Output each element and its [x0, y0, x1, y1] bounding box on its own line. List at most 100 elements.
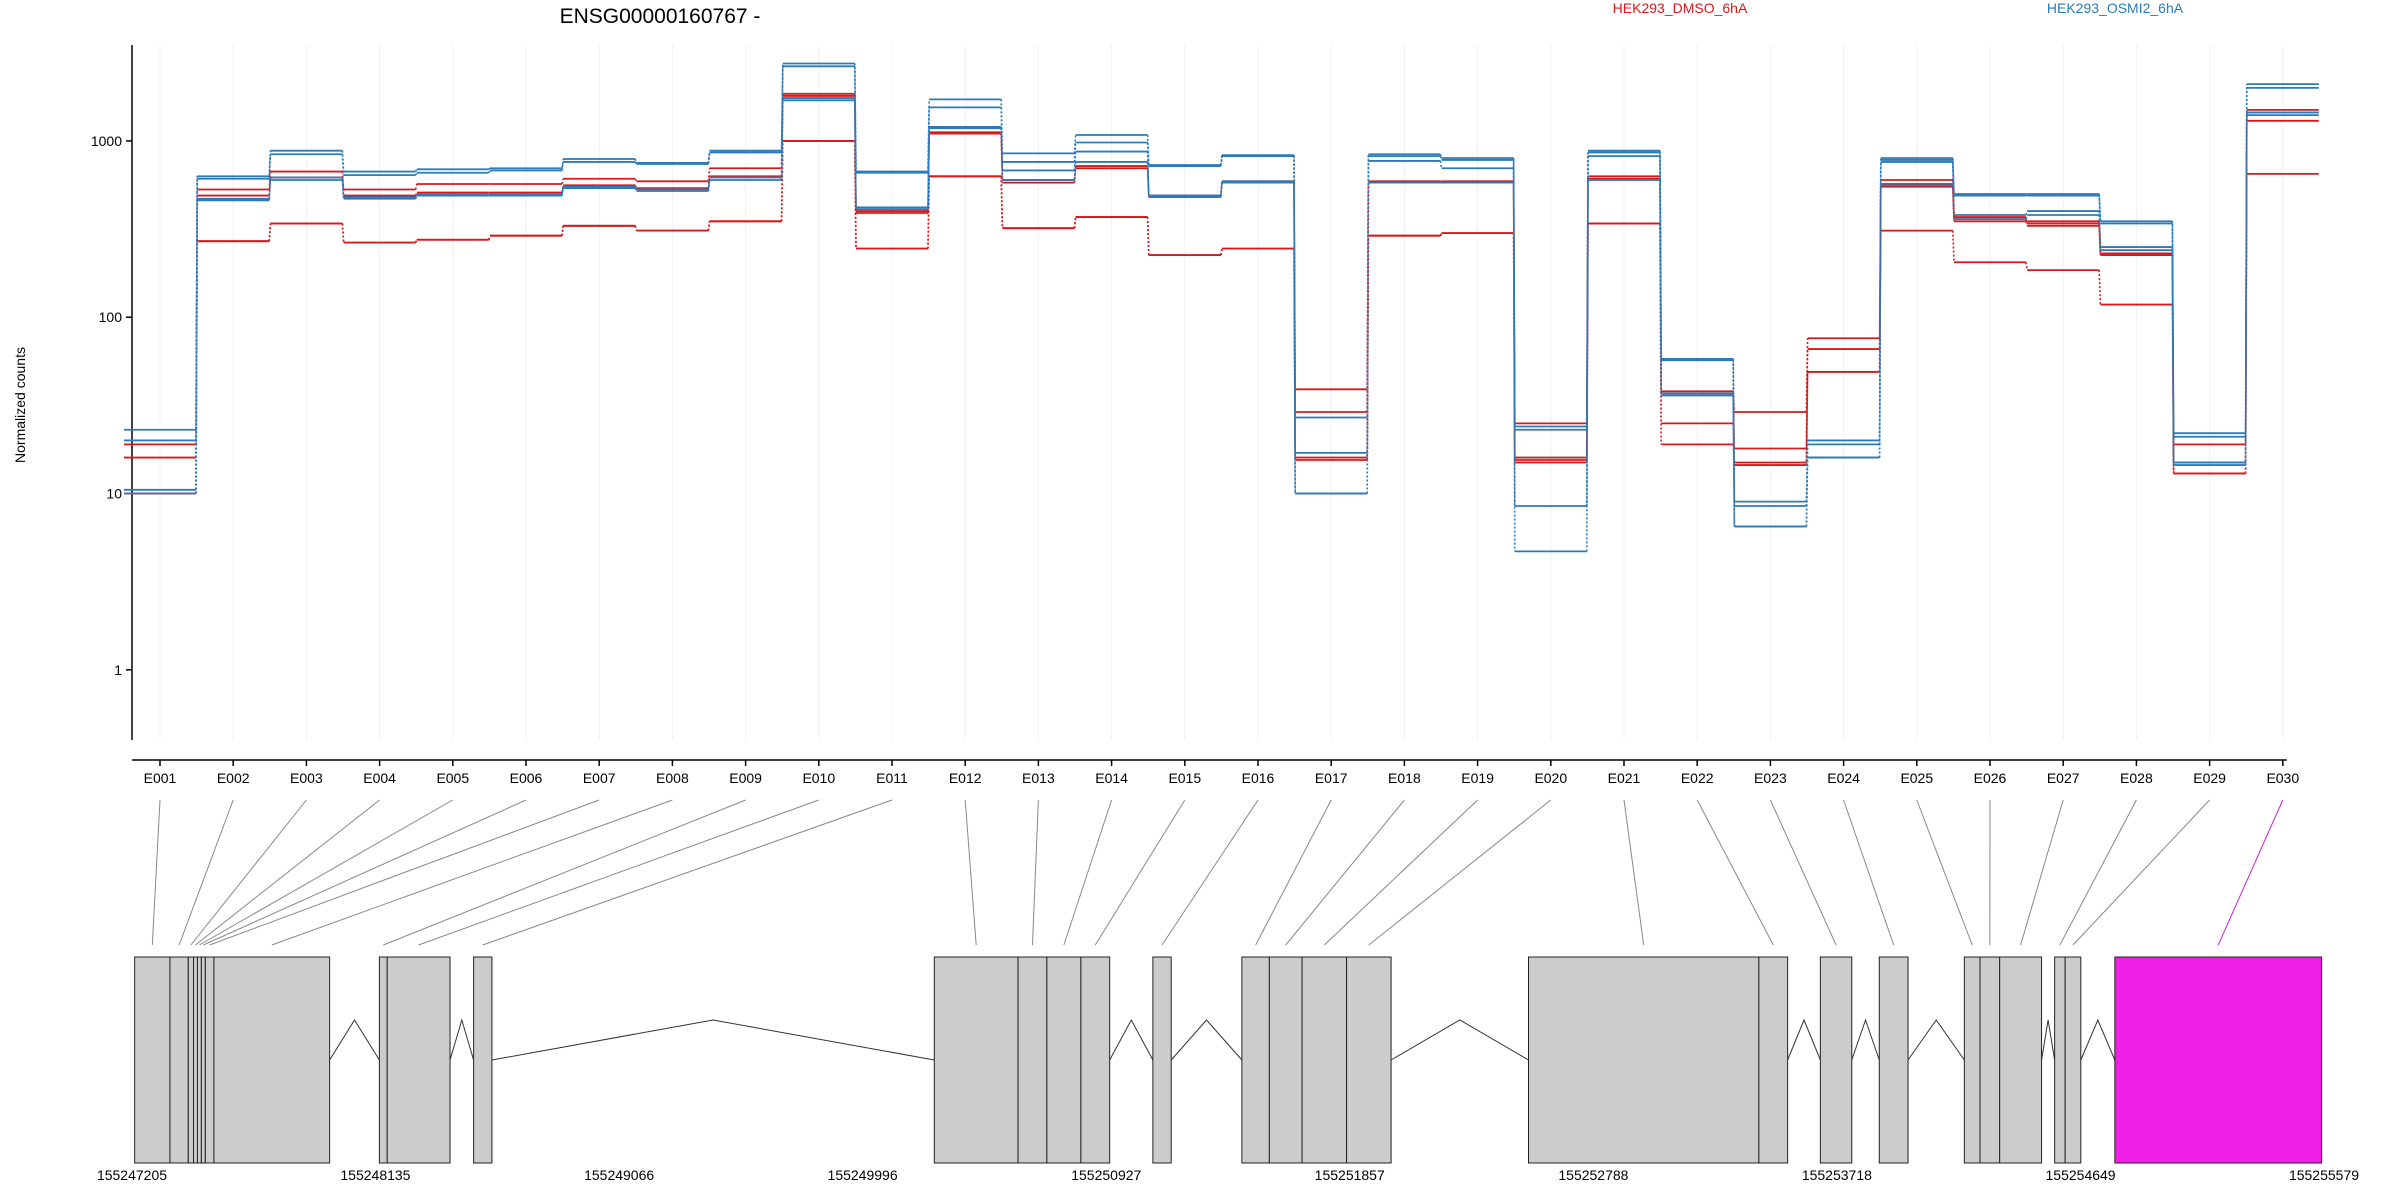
intron-line: [2080, 1018, 2116, 1061]
data-connector: [1952, 159, 1955, 196]
exon-box-E004: [193, 956, 198, 1164]
data-connector: [1073, 151, 1077, 171]
data-connector: [1586, 180, 1589, 552]
data-connector: [1146, 151, 1150, 196]
x-tick-label-E024: E024: [1827, 770, 1860, 786]
exon-connector-E021: [1623, 799, 1645, 946]
data-connector: [414, 195, 418, 200]
data-connector: [780, 63, 784, 151]
x-tick-label-E018: E018: [1388, 770, 1421, 786]
exon-connector-E011: [482, 799, 893, 946]
exon-connector-E007: [209, 799, 600, 946]
data-connector: [634, 161, 638, 165]
intron-line: [1390, 1019, 1529, 1061]
exon-connector-E020: [1368, 799, 1552, 946]
exon-box-E017: [1241, 956, 1270, 1164]
exon-box-E011: [473, 956, 493, 1164]
y-tick-label: 100: [99, 309, 123, 325]
exon-connector-E008: [271, 799, 673, 946]
data-connector: [780, 100, 784, 181]
y-tick-label: 1000: [91, 133, 122, 149]
x-tick-label-E004: E004: [363, 770, 396, 786]
exon-box-E020: [1346, 956, 1392, 1164]
exon-connector-E006: [203, 799, 527, 946]
exon-box-E010: [386, 956, 451, 1164]
exon-connector-E012: [964, 799, 977, 946]
data-connector: [561, 158, 564, 169]
x-tick-label-E006: E006: [510, 770, 543, 786]
exon-connector-E028: [2059, 799, 2137, 946]
exon-connector-E019: [1323, 799, 1478, 946]
exon-connector-E005: [199, 799, 454, 946]
intron-line: [1109, 1018, 1154, 1061]
exon-box-E014: [1046, 956, 1082, 1164]
data-connector: [2171, 223, 2175, 437]
axes: 1 10 100 1000 E001 E002 E003 E004 E005 E006 E007 E0…: [91, 45, 2299, 786]
data-connector: [1732, 395, 1736, 527]
exon-box-E024: [1878, 956, 1909, 1164]
data-connector: [634, 225, 638, 231]
data-connector: [634, 178, 638, 182]
x-tick-label-E014: E014: [1095, 770, 1128, 786]
exon-box-E025: [1963, 956, 1981, 1164]
intron-line: [449, 1018, 475, 1061]
data-connector: [414, 168, 418, 172]
data-connector: [1146, 161, 1150, 198]
data-connector: [2098, 270, 2102, 305]
genome-tick-label: 155255579: [2289, 1167, 2359, 1183]
series-lines: [124, 62, 2319, 553]
data-connector: [341, 223, 345, 243]
exon-box-E022: [1758, 956, 1789, 1164]
exon-box-E007: [204, 956, 215, 1164]
genome-tick-label: 155249066: [584, 1167, 654, 1183]
intron-line: [1907, 1019, 1965, 1061]
data-connector: [1220, 248, 1223, 256]
data-connector: [634, 187, 638, 192]
exon-box-E016: [1152, 956, 1172, 1164]
x-tick-label-E008: E008: [656, 770, 689, 786]
intron-line: [1170, 1019, 1243, 1061]
data-connector: [268, 223, 272, 242]
data-connector: [927, 128, 930, 210]
x-tick-label-E029: E029: [2193, 770, 2226, 786]
exon-connector-E023: [1769, 799, 1837, 946]
genome-tick-label: 155251857: [1315, 1167, 1385, 1183]
exon-box-E028: [2054, 956, 2066, 1164]
x-tick-label-E005: E005: [436, 770, 469, 786]
data-connector: [268, 177, 272, 199]
data-connector: [2025, 214, 2028, 220]
series-osmi2-7: [124, 99, 2319, 553]
exon-connector-E016: [1161, 799, 1259, 946]
exon-box-E009: [378, 956, 388, 1164]
exon-box-E015: [1080, 956, 1111, 1164]
exon-connector-E022: [1696, 799, 1774, 946]
x-tick-label-E027: E027: [2047, 770, 2080, 786]
exon-connector-E027: [2020, 799, 2064, 946]
data-connector: [1952, 185, 1955, 220]
data-connector: [561, 178, 564, 185]
data-connector: [707, 152, 711, 165]
y-axis-label: Normalized counts: [12, 347, 28, 463]
series-osmi2-6: [124, 97, 2319, 528]
legend-osmi2: HEK293_OSMI2_6hA: [2047, 0, 2184, 16]
data-connector: [561, 186, 564, 195]
intron-line: [329, 1019, 380, 1061]
data-connector: [2025, 210, 2028, 216]
data-connector: [1439, 160, 1443, 169]
exon-connector-E025: [1916, 799, 1973, 946]
data-connector: [561, 187, 564, 196]
data-connector: [488, 167, 491, 170]
x-tick-label-E002: E002: [217, 770, 250, 786]
exon-connector-E030: [2217, 799, 2284, 946]
data-connector: [1439, 232, 1443, 237]
exon-box-E018: [1268, 956, 1303, 1164]
data-connector: [414, 193, 418, 198]
exon-connector-E024: [1843, 799, 1895, 946]
exon-connector-E017: [1255, 799, 1332, 946]
data-connector: [780, 140, 784, 222]
data-connector: [780, 98, 784, 178]
exon-connector-E004: [195, 799, 380, 946]
data-connector: [414, 183, 418, 190]
x-tick-label-E009: E009: [729, 770, 762, 786]
